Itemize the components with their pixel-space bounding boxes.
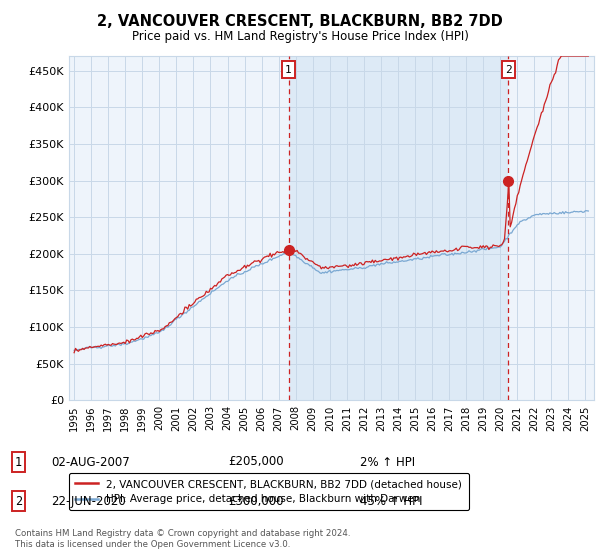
Text: Price paid vs. HM Land Registry's House Price Index (HPI): Price paid vs. HM Land Registry's House … [131, 30, 469, 43]
Text: 1: 1 [15, 455, 22, 469]
Text: 2, VANCOUVER CRESCENT, BLACKBURN, BB2 7DD: 2, VANCOUVER CRESCENT, BLACKBURN, BB2 7D… [97, 14, 503, 29]
Text: 22-JUN-2020: 22-JUN-2020 [51, 494, 126, 508]
Text: 1: 1 [285, 64, 292, 74]
Text: 2: 2 [505, 64, 512, 74]
Bar [289, 56, 508, 400]
Text: Contains HM Land Registry data © Crown copyright and database right 2024.
This d: Contains HM Land Registry data © Crown c… [15, 529, 350, 549]
Text: 2: 2 [15, 494, 22, 508]
Text: 2% ↑ HPI: 2% ↑ HPI [360, 455, 415, 469]
Text: £205,000: £205,000 [228, 455, 284, 469]
Text: 02-AUG-2007: 02-AUG-2007 [51, 455, 130, 469]
Text: 45% ↑ HPI: 45% ↑ HPI [360, 494, 422, 508]
Text: £300,000: £300,000 [228, 494, 284, 508]
Legend: 2, VANCOUVER CRESCENT, BLACKBURN, BB2 7DD (detached house), HPI: Average price, : 2, VANCOUVER CRESCENT, BLACKBURN, BB2 7D… [69, 473, 469, 511]
